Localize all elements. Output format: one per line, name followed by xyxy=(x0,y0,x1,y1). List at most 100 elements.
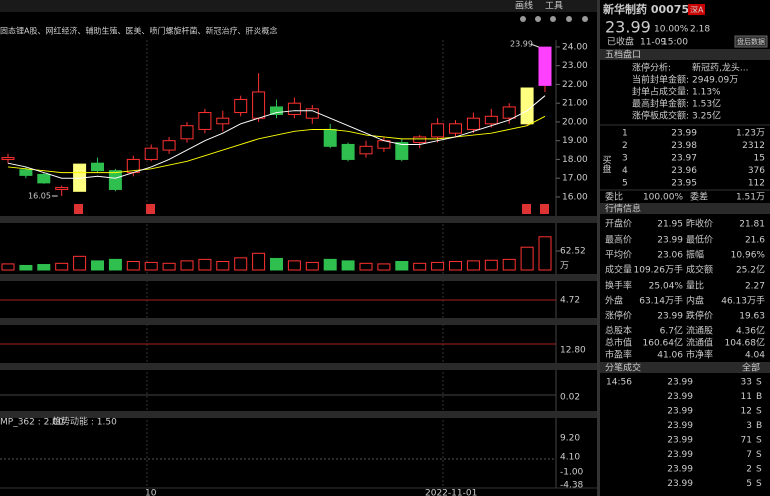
volume-bar xyxy=(323,258,337,271)
value: 23.99 xyxy=(657,312,683,322)
volume-bar xyxy=(91,260,104,271)
draw-button[interactable]: 画线 xyxy=(515,0,533,12)
y-tick-label: 9.20 xyxy=(560,434,580,444)
trade-volume: 11 xyxy=(741,392,752,402)
label: 成交额 xyxy=(686,264,713,276)
order-book-bar xyxy=(600,49,770,60)
volume-bar xyxy=(55,262,69,271)
annotation: 16.05 xyxy=(28,192,51,201)
trade-volume: 2 xyxy=(746,465,752,475)
level: 5 xyxy=(622,179,628,189)
candle-body xyxy=(162,140,176,151)
trade-side: S xyxy=(756,407,762,417)
unit-label: 万 xyxy=(560,262,569,272)
stock-title: 新华制药 000756 xyxy=(603,2,697,16)
candle-body xyxy=(466,117,480,130)
label: 总市值 xyxy=(605,337,632,349)
volume-bar xyxy=(538,236,552,271)
candle-body xyxy=(431,123,445,138)
volume-bar xyxy=(108,258,122,271)
bid-price: 23.98 xyxy=(671,141,697,151)
label: 开盘价 xyxy=(605,218,632,230)
event-badges xyxy=(74,204,549,214)
trade-volume: 5 xyxy=(746,479,752,489)
label: 委差 xyxy=(690,191,708,203)
candle-body xyxy=(484,115,498,125)
panel-separators xyxy=(0,216,597,418)
label: 平均价 xyxy=(605,249,632,261)
label: 1.51万 xyxy=(736,193,765,203)
trade-volume: 7 xyxy=(746,450,752,460)
volume-bar xyxy=(413,262,427,271)
volume-bar xyxy=(466,260,480,271)
volume-bar xyxy=(449,260,462,271)
volume-bar xyxy=(73,255,87,271)
label: 换手率 xyxy=(605,280,632,292)
label: 内盘 xyxy=(686,295,704,307)
market-badge: 深A xyxy=(690,6,704,15)
volume-bar xyxy=(144,261,158,271)
value: 46.13万手 xyxy=(721,295,765,307)
candle-body xyxy=(91,162,104,172)
value: 6.7亿 xyxy=(660,325,683,337)
trade-price: 23.99 xyxy=(667,450,693,460)
time: 15:00 xyxy=(662,38,688,48)
label: 流通股 xyxy=(686,325,713,337)
candle-body xyxy=(520,87,534,125)
trade-side: S xyxy=(756,450,762,460)
label: 3.25亿 xyxy=(692,110,721,122)
label: 最高价 xyxy=(605,234,632,246)
market-info-bar xyxy=(600,203,770,214)
order-book-title: 五档盘口 xyxy=(605,49,641,61)
candle-body xyxy=(198,112,212,130)
bid-price: 23.95 xyxy=(671,179,697,189)
volume-bar xyxy=(19,264,33,271)
trade-price: 23.99 xyxy=(667,378,693,388)
y-tick-label: 23.00 xyxy=(562,61,588,71)
label: 当前封单金额: xyxy=(632,74,689,86)
value: 21.81 xyxy=(739,220,765,230)
market-badge-bg xyxy=(688,4,705,15)
value: 21.6 xyxy=(745,236,765,246)
bid-price: 23.96 xyxy=(671,166,697,176)
label: 最低价 xyxy=(686,234,713,246)
volume-bar xyxy=(37,264,51,271)
candle-body xyxy=(252,91,266,119)
label: 新冠药,龙头... xyxy=(692,62,748,74)
candle-body xyxy=(341,143,355,160)
volume-bar xyxy=(126,260,140,271)
bid-volume: 376 xyxy=(748,166,765,176)
trade-side: B xyxy=(756,392,762,402)
label: 100.00% xyxy=(643,193,683,203)
y-tick-label: 12.80 xyxy=(560,346,586,356)
value: 21.95 xyxy=(657,220,683,230)
price: 23.99 xyxy=(605,18,651,37)
candle-body xyxy=(538,46,552,86)
volume-bar xyxy=(502,258,516,271)
candle-body xyxy=(180,125,194,140)
value: 63.14万手 xyxy=(639,295,683,307)
y-tick-label: 16.00 xyxy=(562,192,588,202)
y-tick-label: 21.00 xyxy=(562,99,588,109)
bid-volume: 1.23万 xyxy=(736,129,765,139)
candle-body xyxy=(395,142,409,160)
y-tick-label: 22.00 xyxy=(562,80,588,90)
level: 4 xyxy=(622,166,628,176)
volume-bar xyxy=(287,260,301,271)
candle-body xyxy=(449,123,462,134)
y-tick-label: 4.72 xyxy=(560,296,580,306)
bid-price: 23.97 xyxy=(671,154,697,164)
tools-button[interactable]: 工具 xyxy=(545,1,563,12)
bid-volume: 15 xyxy=(754,154,765,164)
trade-price: 23.99 xyxy=(667,421,693,431)
y-tick-label: 0.02 xyxy=(560,393,580,403)
label: 涨停价 xyxy=(605,310,632,322)
status: 已收盘 xyxy=(607,36,634,48)
value: 160.64亿 xyxy=(643,337,684,349)
trade-price: 23.99 xyxy=(667,436,693,446)
label: 2949.09万 xyxy=(692,76,738,86)
toolbar xyxy=(0,0,597,12)
y-tick-label: 62.52 xyxy=(560,247,586,257)
bid-volume: 2312 xyxy=(742,141,765,151)
